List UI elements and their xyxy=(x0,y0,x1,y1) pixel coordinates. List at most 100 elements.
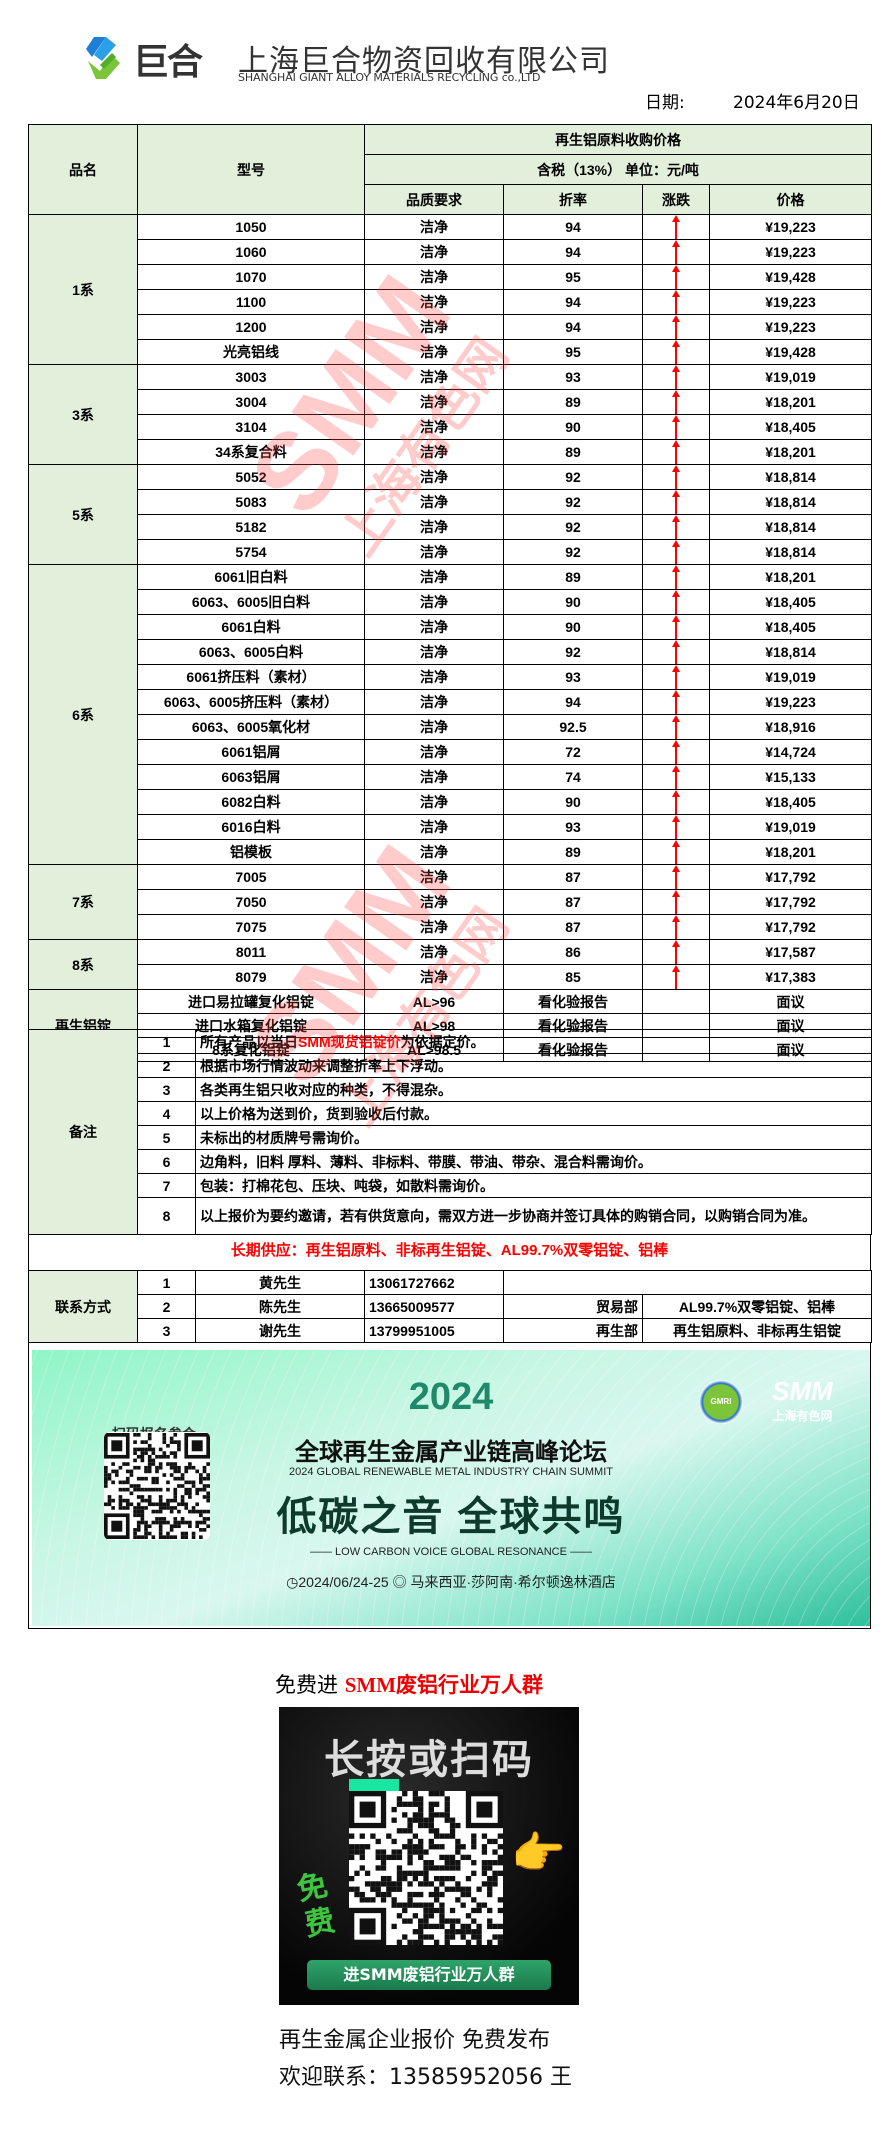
model-cell: 5182 xyxy=(137,514,365,540)
price-cell: ¥18,814 xyxy=(709,489,872,515)
note-row: 7 包装：打棉花包、压块、吨袋，如散料需询价。 xyxy=(29,1173,872,1198)
arrow-up-icon xyxy=(644,965,709,989)
quality-cell: 洁净 xyxy=(364,764,504,790)
arrow-up-icon xyxy=(644,690,709,714)
clock-icon: ◷ xyxy=(286,1574,299,1590)
rate-cell: 87 xyxy=(503,914,643,940)
table-subtitle: 含税（13%） 单位：元/吨 xyxy=(364,154,872,185)
arrow-up-icon xyxy=(644,915,709,939)
category-cell: 3系 xyxy=(28,364,138,465)
registration-qr-code[interactable] xyxy=(104,1432,210,1540)
arrow-up-icon xyxy=(644,590,709,614)
banner-slogan: 低碳之音 全球共鸣 xyxy=(276,1495,626,1539)
table-row: 5754 洁净 92 ¥18,814 xyxy=(29,539,872,565)
model-cell: 1200 xyxy=(137,314,365,340)
rate-cell: 94 xyxy=(503,239,643,265)
table-row: 7系 7005 洁净 87 ¥17,792 xyxy=(28,864,872,940)
quality-cell: 洁净 xyxy=(364,889,504,915)
rate-cell: 92 xyxy=(503,489,643,515)
price-cell: ¥18,405 xyxy=(709,414,872,440)
contact-department: 再生部 xyxy=(503,1318,643,1343)
contact-phone[interactable]: 13061727662 xyxy=(364,1270,504,1295)
trend-cell xyxy=(642,739,710,765)
table-row: 6063、6005氧化材 洁净 92.5 ¥18,916 xyxy=(29,714,872,740)
note-text: 各类再生铝只收对应的种类，不得混杂。 xyxy=(195,1077,872,1102)
rate-cell: 90 xyxy=(503,614,643,640)
table-row: 6系 6061旧白料 洁净 89 ¥18,201 xyxy=(28,564,872,865)
note-number: 4 xyxy=(137,1101,196,1126)
model-cell: 6061白料 xyxy=(137,614,365,640)
quality-cell: 洁净 xyxy=(364,389,504,415)
note-row: 5 未标出的材质牌号需询价。 xyxy=(29,1125,872,1150)
price-cell: ¥19,019 xyxy=(709,814,872,840)
arrow-up-icon xyxy=(644,240,709,264)
join-group-button[interactable]: 进SMM废铝行业万人群 xyxy=(307,1960,551,1990)
note-number: 3 xyxy=(137,1077,196,1102)
rate-cell: 95 xyxy=(503,339,643,365)
rate-cell: 72 xyxy=(503,739,643,765)
arrow-up-icon xyxy=(644,665,709,689)
quality-cell: 洁净 xyxy=(364,339,504,365)
contacts-label: 联系方式 xyxy=(28,1270,138,1343)
price-cell: ¥18,201 xyxy=(709,839,872,865)
rate-cell: 92.5 xyxy=(503,714,643,740)
model-cell: 6082白料 xyxy=(137,789,365,815)
free-badge: 免费 xyxy=(293,1867,339,1944)
arrow-up-icon xyxy=(644,715,709,739)
arrow-up-icon xyxy=(644,490,709,514)
trend-cell xyxy=(642,314,710,340)
note-number: 2 xyxy=(137,1053,196,1078)
promo-heading: 免费进 SMM废铝行业万人群 xyxy=(275,1673,544,1697)
trend-cell xyxy=(642,664,710,690)
quality-cell: 洁净 xyxy=(364,564,504,590)
contact-phone[interactable]: 13799951005 xyxy=(364,1318,504,1343)
wechat-group-qr-code[interactable] xyxy=(349,1791,503,1945)
table-row: 铝模板 洁净 89 ¥18,201 xyxy=(29,839,872,865)
model-cell: 光亮铝线 xyxy=(137,339,365,365)
price-cell: ¥19,428 xyxy=(709,264,872,290)
rate-cell: 95 xyxy=(503,264,643,290)
trend-cell xyxy=(642,989,710,1014)
table-row: 3004 洁净 89 ¥18,201 xyxy=(29,389,872,415)
contact-row: 3 谢先生 13799951005 再生部 再生铝原料、非标再生铝锭 xyxy=(29,1318,872,1343)
table-row: 6016白料 洁净 93 ¥19,019 xyxy=(29,814,872,840)
contact-row: 2 陈先生 13665009577 贸易部 AL99.7%双零铝锭、铝棒 xyxy=(29,1294,872,1319)
quality-cell: 洁净 xyxy=(364,714,504,740)
ingot-row: 再生铝锭 进口易拉罐复化铝锭 AL>96 看化验报告 面议 xyxy=(28,989,872,1062)
trend-cell xyxy=(642,539,710,565)
table-row: 7075 洁净 87 ¥17,792 xyxy=(29,914,872,940)
table-row: 6061铝屑 洁净 72 ¥14,724 xyxy=(29,739,872,765)
table-row: 8079 洁净 85 ¥17,383 xyxy=(29,964,872,990)
price-table: 品名 型号 再生铝原料收购价格 含税（13%） 单位：元/吨 品质要求 折率 涨… xyxy=(28,124,872,1062)
price-cell: ¥19,223 xyxy=(709,289,872,315)
quality-cell: 洁净 xyxy=(364,239,504,265)
arrow-up-icon xyxy=(644,515,709,539)
price-cell: ¥19,428 xyxy=(709,339,872,365)
trend-cell xyxy=(642,789,710,815)
rate-cell: 93 xyxy=(503,364,643,390)
summit-banner[interactable]: 扫码报名参会 2024 全球再生金属产业链高峰论坛 2024 GLOBAL RE… xyxy=(32,1350,870,1626)
quality-cell: 洁净 xyxy=(364,414,504,440)
quality-cell: 洁净 xyxy=(364,839,504,865)
note-text: 包装：打棉花包、压块、吨袋，如散料需询价。 xyxy=(195,1173,872,1198)
trend-cell xyxy=(642,864,710,890)
arrow-up-icon xyxy=(644,340,709,364)
contact-phone[interactable]: 13665009577 xyxy=(364,1294,504,1319)
note-number: 1 xyxy=(137,1029,196,1054)
table-row: 1系 1050 洁净 94 ¥19,223 xyxy=(28,214,872,365)
wechat-group-qr-image[interactable]: 长按或扫码 免费 👉 进SMM废铝行业万人群 xyxy=(279,1707,579,2005)
trend-cell xyxy=(642,939,710,965)
quality-cell: 洁净 xyxy=(364,914,504,940)
model-cell: 7075 xyxy=(137,914,365,940)
quality-cell: 洁净 xyxy=(364,964,504,990)
price-cell: 面议 xyxy=(709,989,872,1014)
table-row: 5182 洁净 92 ¥18,814 xyxy=(29,514,872,540)
price-cell: ¥18,916 xyxy=(709,714,872,740)
table-row: 1070 洁净 95 ¥19,428 xyxy=(29,264,872,290)
quality-cell: AL>96 xyxy=(364,989,504,1014)
model-cell: 7050 xyxy=(137,889,365,915)
contact-row: 联系方式 1 黄先生 13061727662 xyxy=(28,1270,872,1343)
table-row: 6063、6005旧白料 洁净 90 ¥18,405 xyxy=(29,589,872,615)
price-cell: ¥15,133 xyxy=(709,764,872,790)
rate-cell: 92 xyxy=(503,464,643,490)
